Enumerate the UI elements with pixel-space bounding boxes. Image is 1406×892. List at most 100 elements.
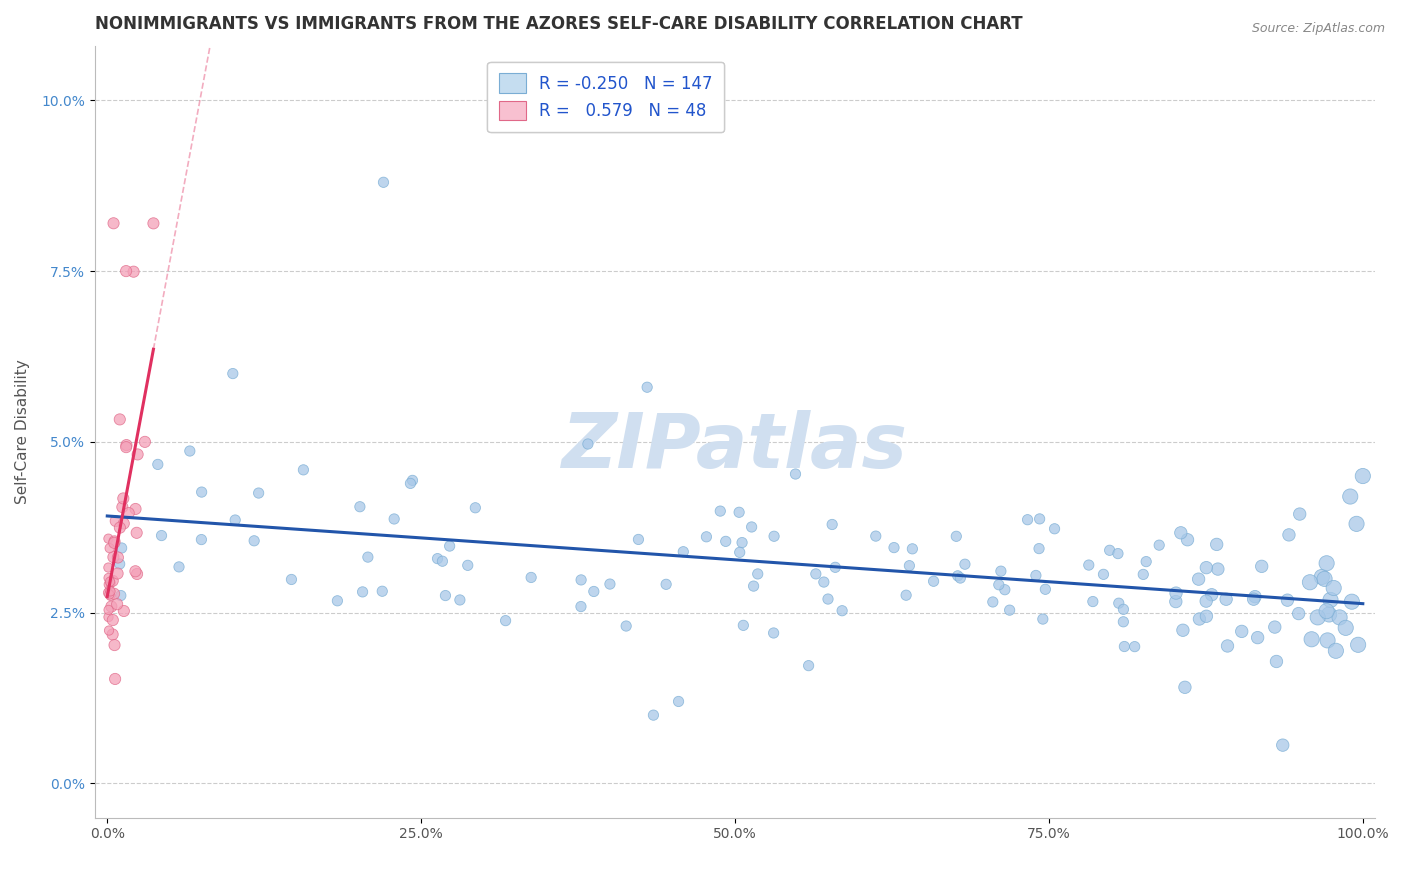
Point [108,521,131,535]
Point [1244,590,1267,604]
Point [357,550,380,565]
Point [576,437,599,451]
Point [382,512,405,526]
Point [1346,516,1368,531]
Point [107,566,129,581]
Point [636,380,658,394]
Point [1188,612,1211,626]
Point [1264,620,1286,634]
Point [1351,469,1374,483]
Point [945,529,967,543]
Point [762,626,785,640]
Point [785,467,807,481]
Point [1334,621,1357,635]
Point [1174,681,1197,695]
Point [1339,490,1361,504]
Point [1112,615,1135,629]
Point [949,571,972,585]
Point [1195,609,1218,624]
Point [167,560,190,574]
Point [103,536,125,550]
Point [709,504,731,518]
Point [1316,604,1339,618]
Point [741,520,763,534]
Point [146,458,169,472]
Point [1035,582,1057,597]
Point [655,577,678,591]
Point [742,579,765,593]
Point [103,550,125,565]
Point [124,502,146,516]
Point [668,694,690,708]
Point [1170,525,1192,540]
Point [946,569,969,583]
Point [118,506,141,520]
Point [1288,607,1310,621]
Point [101,613,124,627]
Point [449,593,471,607]
Text: Source: ZipAtlas.com: Source: ZipAtlas.com [1251,22,1385,36]
Point [224,513,246,527]
Point [1114,640,1136,654]
Point [865,529,887,543]
Point [222,367,245,381]
Point [495,614,517,628]
Point [1246,631,1268,645]
Point [1310,570,1333,584]
Point [1195,560,1218,574]
Point [115,440,138,454]
Point [127,447,149,461]
Point [100,584,122,599]
Point [898,558,921,573]
Point [643,708,665,723]
Point [990,564,1012,578]
Point [1188,572,1211,586]
Point [714,534,737,549]
Point [103,587,125,601]
Point [763,529,786,543]
Point [1277,593,1299,607]
Point [457,558,479,573]
Point [190,533,212,547]
Point [103,638,125,652]
Point [190,485,212,500]
Point [1032,612,1054,626]
Y-axis label: Self-Care Disability: Self-Care Disability [15,359,30,504]
Point [987,578,1010,592]
Point [994,582,1017,597]
Point [352,585,374,599]
Point [100,599,122,614]
Point [953,558,976,572]
Text: ZIPatlas: ZIPatlas [562,410,908,484]
Point [97,571,120,585]
Point [1108,596,1130,610]
Point [98,541,121,556]
Point [111,500,134,514]
Point [1316,556,1339,570]
Point [1147,538,1170,552]
Point [1025,568,1047,582]
Point [179,444,201,458]
Point [150,528,173,542]
Point [1171,624,1194,638]
Point [1107,547,1129,561]
Point [981,595,1004,609]
Point [1301,632,1323,647]
Point [1340,595,1362,609]
Point [97,560,120,574]
Point [1135,555,1157,569]
Point [1177,533,1199,547]
Point [1250,559,1272,574]
Point [243,533,266,548]
Point [1329,610,1351,624]
Point [399,476,422,491]
Point [101,574,124,588]
Point [1081,594,1104,608]
Point [582,584,605,599]
Point [373,175,395,189]
Point [599,577,621,591]
Point [401,474,423,488]
Point [124,564,146,578]
Point [1319,593,1341,607]
Point [110,589,132,603]
